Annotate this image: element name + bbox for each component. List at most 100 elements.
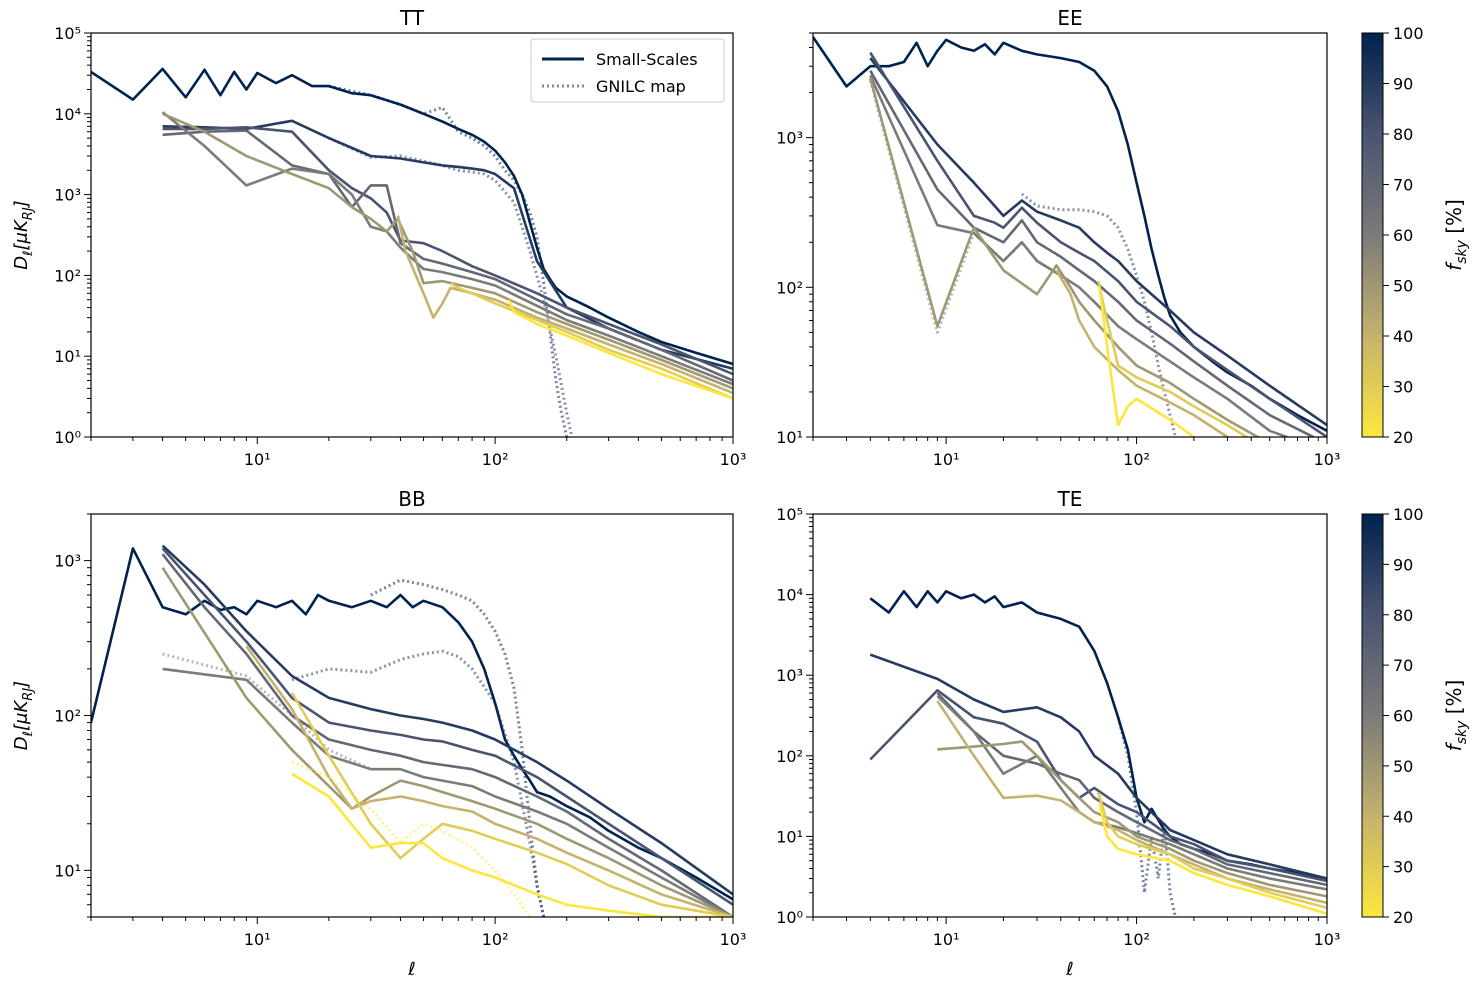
colorbar-tick-label: 60 <box>1393 707 1413 726</box>
colorbar-tick-label: 30 <box>1393 858 1413 877</box>
series-fsky-80-solid <box>162 126 733 376</box>
series-fsky-70-solid <box>869 70 1317 437</box>
series-group <box>91 544 733 917</box>
axes-frame <box>812 32 1328 438</box>
y-tick-label: 10³ <box>776 129 803 148</box>
colorbar-tick-label: 80 <box>1393 125 1413 144</box>
colorbar-gradient <box>1361 32 1384 438</box>
x-tick-label: 10¹ <box>933 930 960 949</box>
series-fsky-90-solid <box>161 544 733 896</box>
y-tick-label: 10² <box>54 266 81 285</box>
colorbar-tick-label: 70 <box>1393 176 1413 195</box>
series-fsky-100-dotted <box>328 84 569 437</box>
legend-entry: Small-Scales <box>596 50 698 69</box>
legend: Small-Scales GNILC map <box>530 38 725 103</box>
series-fsky-20-solid <box>507 299 733 400</box>
colorbar-tick-label: 100 <box>1393 24 1424 43</box>
colorbar: 20 30 40 50 60 70 80 90 100 fsky [%] <box>1361 24 1470 447</box>
x-tick-label: 10³ <box>720 450 747 469</box>
colorbar-tick-label: 50 <box>1393 277 1413 296</box>
series-fsky-90-solid <box>869 57 1327 427</box>
axes-frame <box>812 513 1328 918</box>
panel-bb: 10¹ 10² 10³ 10¹ 10² 10³ BB Dℓ[μKRJ] ℓ <box>11 487 746 980</box>
series-fsky-80-solid <box>869 51 1327 437</box>
y-tick-label: 10¹ <box>54 347 81 366</box>
x-axis-label: ℓ <box>407 959 415 980</box>
series-fsky-40-solid <box>1055 269 1231 437</box>
y-tick-label: 10¹ <box>776 827 803 846</box>
series-fsky-30-solid <box>449 282 733 400</box>
series-group <box>869 589 1327 917</box>
y-tick-label: 10⁵ <box>54 24 81 43</box>
colorbar-tick-label: 70 <box>1393 656 1413 675</box>
x-tick-label: 10² <box>482 930 509 949</box>
legend-box <box>530 38 725 103</box>
series-fsky-100-solid <box>91 67 733 366</box>
colorbar-tick-label: 80 <box>1393 606 1413 625</box>
y-tick-label: 10⁰ <box>776 908 803 927</box>
panel-title: EE <box>1057 6 1082 30</box>
x-tick-label: 10³ <box>1314 930 1341 949</box>
series-fsky-90-solid <box>869 653 1327 880</box>
y-tick-label: 10² <box>54 707 81 726</box>
y-tick-label: 10¹ <box>54 861 81 880</box>
series-fsky-70-solid <box>162 129 733 382</box>
series-fsky-90-dotted <box>1020 192 1177 437</box>
colorbar-tick-label: 100 <box>1393 505 1424 524</box>
y-tick-label: 10⁵ <box>776 505 803 524</box>
series-fsky-60-dotted <box>868 80 1062 334</box>
series-fsky-50-solid <box>869 77 1261 437</box>
x-tick-label: 10² <box>1123 450 1150 469</box>
colorbar-tick-label: 50 <box>1393 757 1413 776</box>
colorbar-gradient <box>1361 513 1384 918</box>
x-tick-label: 10³ <box>720 930 747 949</box>
colorbar-tick-label: 20 <box>1393 908 1413 927</box>
panel-ee: 10¹ 10² 10³ 10¹ 10² 10³ EE <box>776 6 1341 469</box>
y-axis-label: Dℓ[μKRJ] <box>11 681 36 750</box>
colorbar: 20 30 40 50 60 70 80 90 100 fsky [%] <box>1361 505 1470 927</box>
series-fsky-80-solid <box>869 688 1327 883</box>
series-fsky-100-solid <box>91 547 733 901</box>
series-fsky-100-solid <box>869 589 1327 880</box>
colorbar-tick-label: 30 <box>1393 378 1413 397</box>
y-tick-label: 10³ <box>54 186 81 205</box>
x-tick-label: 10¹ <box>244 450 271 469</box>
series-fsky-80-solid <box>161 547 733 906</box>
series-fsky-90-dotted <box>328 136 574 437</box>
series-fsky-20-solid <box>291 772 733 917</box>
colorbar-label: fsky [%] <box>1442 680 1470 752</box>
y-tick-label: 10³ <box>776 666 803 685</box>
series-fsky-50-solid <box>162 112 733 390</box>
colorbar-tick-label: 90 <box>1393 75 1413 94</box>
y-tick-label: 10² <box>776 747 803 766</box>
series-fsky-100-dotted <box>370 578 546 917</box>
panel-title: TE <box>1057 487 1083 511</box>
series-fsky-60-solid <box>936 695 1327 891</box>
y-axis-label: Dℓ[μKRJ] <box>11 200 36 269</box>
panel-tt: 10¹ 10² 10³ 10⁰ 10¹ 10² 10³ 10⁴ 10⁵ TT Dℓ[μKRJ] Sma… <box>11 6 746 469</box>
axes-frame <box>90 32 734 438</box>
series-fsky-50-solid <box>937 740 1327 898</box>
series-fsky-70-solid <box>161 553 733 917</box>
panel-title: BB <box>398 487 425 511</box>
series-fsky-20-solid <box>1098 287 1197 437</box>
series-fsky-20-dotted <box>291 760 532 917</box>
colorbar-tick-label: 40 <box>1393 807 1413 826</box>
x-axis-label: ℓ <box>1065 959 1073 980</box>
y-tick-label: 10⁰ <box>54 428 81 447</box>
series-fsky-70-solid <box>936 692 1327 887</box>
y-tick-label: 10¹ <box>776 428 803 447</box>
series-group <box>91 67 733 437</box>
series-fsky-30-solid <box>1097 280 1249 437</box>
x-tick-label: 10² <box>1123 930 1150 949</box>
series-fsky-30-solid <box>1097 792 1327 910</box>
y-tick-label: 10² <box>776 278 803 297</box>
series-fsky-60-dotted <box>162 652 372 771</box>
x-tick-label: 10³ <box>1314 450 1341 469</box>
colorbar-label: fsky [%] <box>1442 199 1470 271</box>
series-fsky-20-solid <box>1098 804 1327 915</box>
y-tick-label: 10³ <box>54 552 81 571</box>
series-fsky-30-solid <box>290 692 733 917</box>
series-fsky-50-solid <box>161 566 733 917</box>
